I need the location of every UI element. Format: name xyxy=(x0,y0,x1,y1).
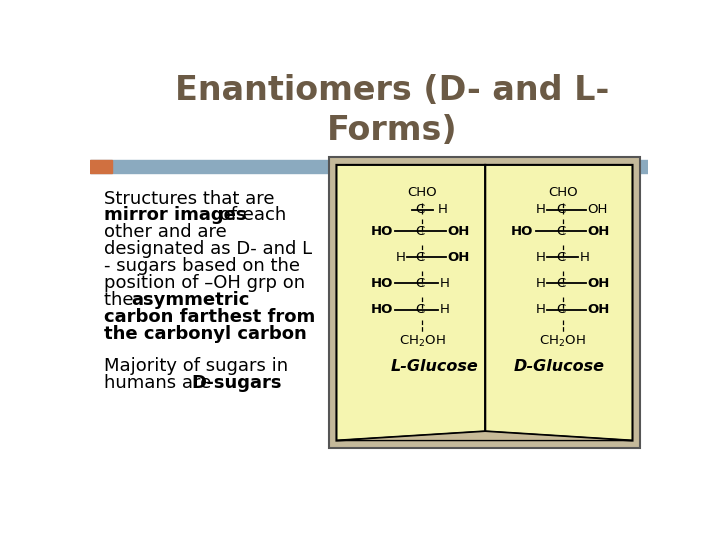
Text: CHO: CHO xyxy=(408,186,437,199)
Text: H: H xyxy=(439,277,449,290)
Polygon shape xyxy=(485,165,632,441)
Text: H: H xyxy=(536,203,546,216)
Text: D-Glucose: D-Glucose xyxy=(513,359,604,374)
Text: C: C xyxy=(556,303,565,316)
Bar xyxy=(329,157,640,448)
Text: Structures that are: Structures that are xyxy=(104,190,280,207)
Text: position of –OH grp on: position of –OH grp on xyxy=(104,274,305,292)
Text: OH: OH xyxy=(588,203,608,216)
Text: carbon farthest from: carbon farthest from xyxy=(104,308,315,326)
Text: H: H xyxy=(536,277,546,290)
Text: C: C xyxy=(556,251,565,264)
Text: OH: OH xyxy=(588,303,610,316)
Text: CHO: CHO xyxy=(548,186,577,199)
Polygon shape xyxy=(336,431,632,441)
Text: other and are: other and are xyxy=(104,224,227,241)
Text: C: C xyxy=(556,225,565,238)
Text: the carbonyl carbon: the carbonyl carbon xyxy=(104,325,307,343)
Bar xyxy=(90,160,648,173)
Text: C: C xyxy=(415,303,425,316)
Text: C: C xyxy=(415,251,425,264)
Text: D-sugars: D-sugars xyxy=(192,374,282,393)
Text: humans are: humans are xyxy=(104,374,217,393)
Text: OH: OH xyxy=(588,225,610,238)
Text: Majority of sugars in: Majority of sugars in xyxy=(104,357,288,375)
Text: HO: HO xyxy=(371,277,393,290)
Text: OH: OH xyxy=(447,225,469,238)
Text: H: H xyxy=(536,303,546,316)
Text: C: C xyxy=(415,225,425,238)
Text: HO: HO xyxy=(371,303,393,316)
Text: H: H xyxy=(395,251,405,264)
Text: Enantiomers (D- and L-
Forms): Enantiomers (D- and L- Forms) xyxy=(175,74,609,146)
Text: C: C xyxy=(556,277,565,290)
Text: CH$_2$OH: CH$_2$OH xyxy=(539,334,586,349)
Text: the: the xyxy=(104,291,139,309)
Text: OH: OH xyxy=(588,277,610,290)
Text: C: C xyxy=(415,277,425,290)
Text: - sugars based on the: - sugars based on the xyxy=(104,257,300,275)
Text: C: C xyxy=(415,203,425,216)
Polygon shape xyxy=(336,165,485,441)
Text: CH$_2$OH: CH$_2$OH xyxy=(399,334,446,349)
Text: H: H xyxy=(439,303,449,316)
Text: mirror images: mirror images xyxy=(104,206,246,225)
Text: HO: HO xyxy=(371,225,393,238)
Bar xyxy=(90,160,112,173)
Text: H: H xyxy=(580,251,590,264)
Text: asymmetric: asymmetric xyxy=(131,291,250,309)
Text: OH: OH xyxy=(447,251,469,264)
Text: of each: of each xyxy=(215,206,287,225)
Text: H: H xyxy=(536,251,546,264)
Text: C: C xyxy=(556,203,565,216)
Text: L-Glucose: L-Glucose xyxy=(390,359,478,374)
Text: HO: HO xyxy=(511,225,534,238)
Text: designated as D- and L: designated as D- and L xyxy=(104,240,312,258)
Text: H: H xyxy=(438,203,448,216)
